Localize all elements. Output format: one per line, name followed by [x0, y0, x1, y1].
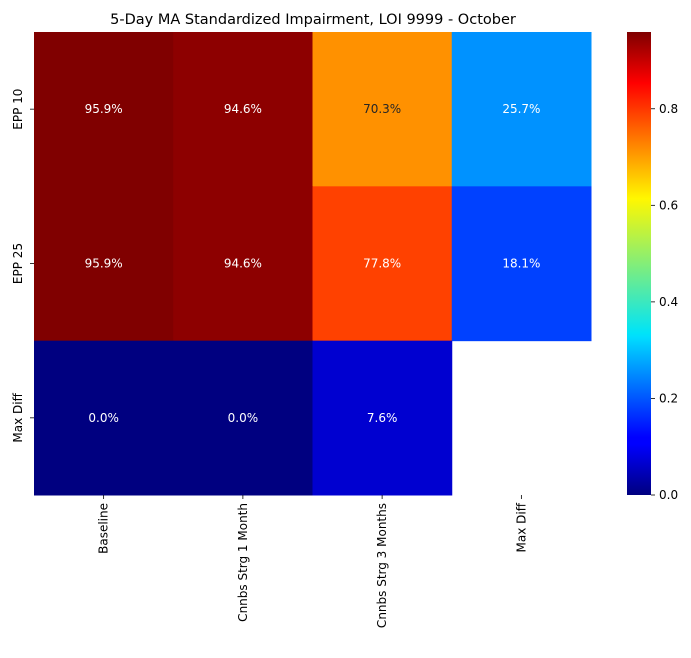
- x-axis: Baseline Cnnbs Strg 1 Month Cnnbs Strg 3 M…: [97, 495, 528, 628]
- y-tick-label: EPP 10: [11, 89, 25, 130]
- y-tick-label: EPP 25: [11, 243, 25, 284]
- heatmap-cell: [34, 186, 174, 342]
- cell-label: 0.0%: [228, 411, 259, 425]
- chart-title: 5-Day MA Standardized Impairment, LOI 99…: [110, 12, 516, 28]
- x-tick-label: Baseline: [97, 503, 111, 554]
- colorbar-tick-label: 0.2: [659, 391, 678, 405]
- cell-label: 7.6%: [367, 411, 398, 425]
- cell-label: 94.6%: [224, 257, 262, 271]
- heatmap-cells: 95.9% 94.6% 70.3% 25.7% 95.9% 94.6% 77.8% 18.1%…: [34, 32, 592, 496]
- heatmap-cell: [34, 32, 174, 187]
- colorbar: 0.0 0.2 0.4 0.6 0.8: [627, 32, 678, 502]
- cell-label: 95.9%: [85, 257, 123, 271]
- cell-label: 77.8%: [363, 257, 401, 271]
- colorbar-tick-label: 0.6: [659, 198, 678, 212]
- heatmap-cell: [34, 340, 174, 496]
- colorbar-tick-label: 0.8: [659, 102, 678, 116]
- heatmap-cell: [451, 186, 592, 342]
- colorbar-ticks: 0.0 0.2 0.4 0.6 0.8: [651, 102, 678, 502]
- colorbar-tick-label: 0.4: [659, 295, 678, 309]
- x-tick-label: Max Diff: [514, 502, 528, 552]
- heatmap-cell: [312, 186, 453, 342]
- cell-label: 18.1%: [502, 257, 540, 271]
- cell-label: 94.6%: [224, 102, 262, 116]
- heatmap-cell: [312, 340, 453, 496]
- y-axis: EPP 10 EPP 25 Max Diff: [11, 89, 34, 443]
- cell-label: 95.9%: [85, 102, 123, 116]
- cell-label: 70.3%: [363, 102, 401, 116]
- colorbar-tick-label: 0.0: [659, 488, 678, 502]
- x-tick-label: Cnnbs Strg 1 Month: [236, 503, 250, 622]
- cell-label: 0.0%: [88, 411, 119, 425]
- x-tick-label: Cnnbs Strg 3 Months: [375, 503, 389, 628]
- heatmap-cell: [312, 32, 453, 187]
- colorbar-gradient: [627, 32, 651, 495]
- heatmap-cell: [173, 32, 313, 187]
- heatmap-cell: [451, 32, 592, 187]
- heatmap-cell: [173, 186, 313, 342]
- heatmap-cell: [173, 340, 313, 496]
- cell-label: 25.7%: [502, 102, 540, 116]
- y-tick-label: Max Diff: [11, 392, 25, 442]
